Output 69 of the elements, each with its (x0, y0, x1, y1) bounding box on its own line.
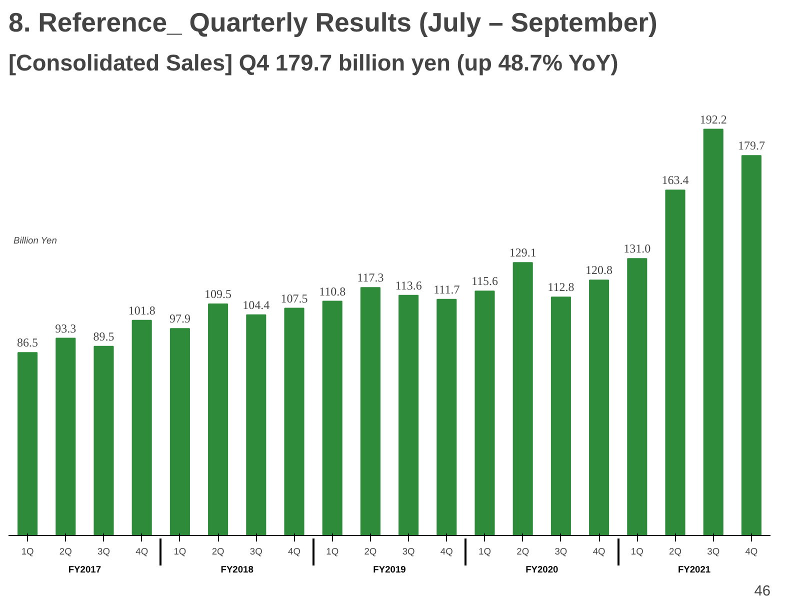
bar (132, 320, 152, 536)
x-tick-label: 3Q (98, 546, 110, 556)
chart-subtitle: [Consolidated Sales] Q4 179.7 billion yen (up 48.7% YoY) (8, 50, 618, 76)
chart-title: 8. Reference_ Quarterly Results (July – September) (8, 8, 658, 38)
bar (284, 308, 304, 536)
x-tick-label: 2Q (59, 546, 72, 556)
x-tick-label: 3Q (250, 546, 262, 556)
x-tick-label: 1Q (326, 546, 339, 556)
x-tick-label: 1Q (174, 546, 186, 556)
data-label: 117.3 (357, 270, 384, 285)
bar (246, 314, 266, 536)
data-label: 129.1 (509, 246, 536, 260)
data-label: 120.8 (586, 263, 613, 278)
text: 46 (754, 584, 771, 600)
data-label: 104.4 (242, 298, 270, 312)
bar (512, 262, 533, 536)
x-tick-label: 4Q (288, 546, 300, 556)
data-label: 112.8 (548, 280, 574, 294)
x-tick-label: 2Q (364, 546, 377, 556)
bar (170, 328, 190, 536)
bar (665, 190, 686, 536)
x-tick-label: 4Q (136, 546, 148, 556)
data-label: 110.8 (319, 284, 346, 298)
bar (398, 294, 419, 536)
x-tick-label: 1Q (478, 546, 491, 556)
text: FY2019 (373, 564, 406, 574)
annotation: Billion Yen (14, 236, 57, 246)
bar (550, 296, 571, 536)
data-label: 97.9 (169, 312, 190, 326)
x-tick-label: 4Q (592, 546, 606, 556)
data-label: 163.4 (662, 173, 689, 188)
data-label: 86.5 (17, 336, 38, 350)
x-tick-label: 2Q (669, 546, 682, 556)
x-tick-label: 2Q (516, 546, 530, 556)
data-label: 93.3 (55, 321, 76, 336)
data-label: 109.5 (204, 287, 232, 302)
data-label: 113.6 (395, 278, 422, 292)
x-tick-label: 3Q (707, 546, 720, 556)
text: FY2018 (220, 564, 254, 574)
bar (474, 290, 495, 536)
x-tick-label: 3Q (402, 546, 415, 556)
x-tick-label: 1Q (21, 546, 34, 556)
data-label: 179.7 (738, 138, 765, 153)
data-label: 101.8 (128, 303, 156, 318)
x-tick-label: 4Q (745, 546, 758, 556)
x-tick-label: 1Q (630, 546, 644, 556)
x-tick-label: 3Q (554, 546, 568, 556)
data-label: 115.6 (471, 274, 498, 288)
text: FY2020 (526, 564, 558, 574)
data-label: 192.2 (700, 112, 727, 126)
text: FY2021 (678, 564, 711, 574)
bar (18, 352, 38, 536)
bar (627, 258, 648, 536)
bar (322, 300, 342, 536)
bar (94, 346, 114, 536)
bar (436, 298, 457, 536)
bar (703, 128, 724, 536)
x-tick-label: 4Q (440, 546, 453, 556)
data-label: 89.5 (93, 329, 114, 344)
x-tick-label: 2Q (212, 546, 224, 556)
data-label: 131.0 (624, 242, 651, 256)
data-label: 111.7 (434, 282, 460, 296)
bar (208, 304, 228, 536)
data-label: 107.5 (280, 291, 308, 306)
bar (589, 280, 610, 536)
bar (741, 155, 762, 536)
bar (360, 287, 380, 536)
text: FY2017 (68, 564, 102, 574)
bar (56, 338, 76, 536)
